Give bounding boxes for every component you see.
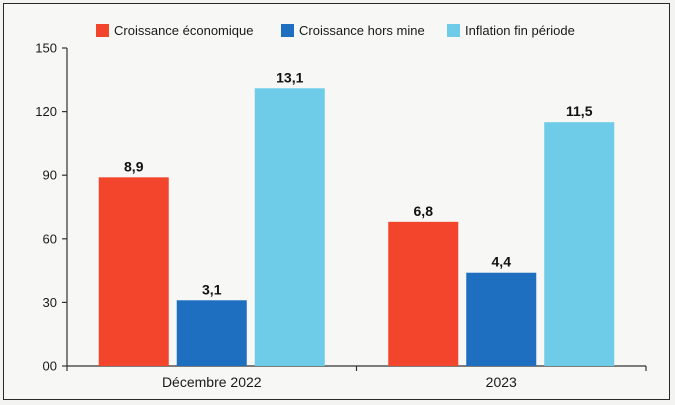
legend-label: Inflation fin période [465,23,575,38]
bar-value-label: 11,5 [566,103,593,119]
x-category-label: 2023 [486,374,517,390]
bar [254,88,325,366]
y-tick-label: 30 [43,295,57,310]
data-labels: 8,9 3,1 13,1 6,8 4,4 11,5 [124,69,593,297]
y-tick-label: 120 [35,104,57,119]
bar-value-label: 4,4 [492,254,512,270]
y-tick-label: 00 [43,359,57,374]
y-axis: 00 30 60 90 120 150 [35,41,68,374]
legend-swatch [281,24,294,37]
legend-label: Croissance économique [114,23,253,38]
bar [98,177,169,366]
x-category-label: Décembre 2022 [162,374,262,390]
bar [544,122,615,366]
bar-value-label: 8,9 [124,158,144,174]
x-axis: Décembre 2022 2023 [66,365,647,390]
bar-value-label: 13,1 [276,69,303,85]
legend-label: Croissance hors mine [299,23,425,38]
bar [388,221,459,366]
y-tick-label: 90 [43,168,57,183]
y-tick-label: 60 [43,231,57,246]
bar-value-label: 6,8 [414,203,434,219]
bar [176,300,247,366]
bars [98,88,615,366]
legend: Croissance économique Croissance hors min… [96,23,575,38]
legend-swatch [447,24,460,37]
bar-value-label: 3,1 [202,281,222,297]
y-tick-label: 150 [35,41,57,56]
bar [466,272,537,366]
legend-swatch [96,24,109,37]
